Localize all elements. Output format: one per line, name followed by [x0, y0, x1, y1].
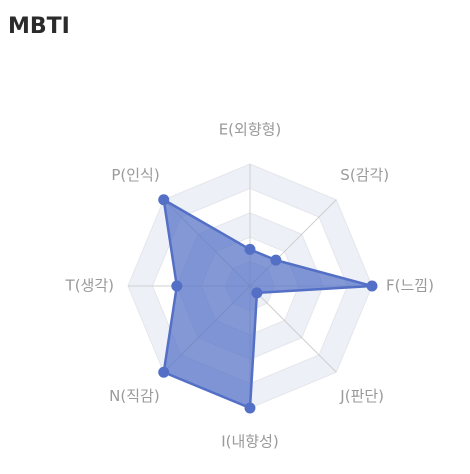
data-point — [158, 366, 170, 378]
data-point — [244, 402, 256, 414]
data-point — [244, 243, 256, 255]
radar-axis-labels: E(외향형) S(감각) F(느낌) J(판단) I(내향성) N(직감) T(생각) P(인… — [65, 121, 434, 451]
chart-title: MBTI — [8, 14, 70, 39]
axis-label: N(직감) — [109, 387, 160, 405]
radar-series — [158, 194, 378, 414]
axis-label: S(감각) — [340, 166, 389, 184]
axis-label: P(인식) — [111, 166, 159, 184]
data-point — [366, 280, 378, 292]
data-point — [158, 194, 170, 206]
axis-line — [249, 285, 337, 373]
axis-label: I(내향성) — [221, 433, 279, 451]
data-point — [171, 280, 183, 292]
data-point — [270, 254, 282, 266]
axis-label: E(외향형) — [219, 121, 282, 139]
axis-label: F(느낌) — [386, 277, 434, 295]
axis-label: J(판단) — [339, 387, 384, 405]
data-point — [251, 287, 263, 299]
axis-label: T(생각) — [65, 277, 114, 295]
